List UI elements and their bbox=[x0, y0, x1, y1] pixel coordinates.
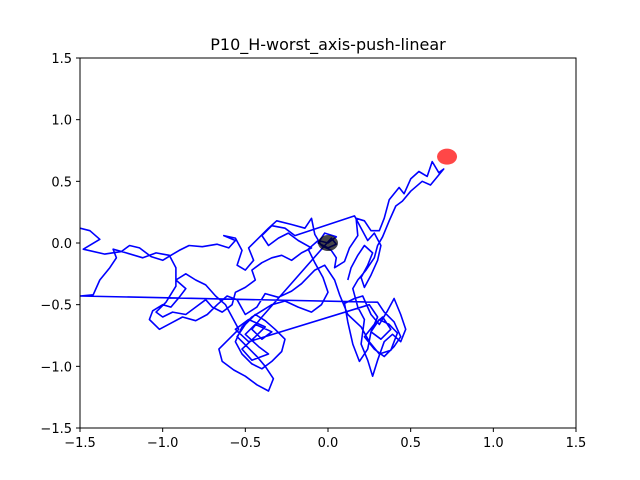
y-tick-label: −1.5 bbox=[40, 422, 72, 437]
trajectory-line-0 bbox=[80, 160, 445, 392]
x-tick-label: −0.5 bbox=[230, 436, 262, 451]
y-tick-label: 0.5 bbox=[51, 175, 72, 190]
plot-area bbox=[80, 148, 458, 392]
goal-marker bbox=[437, 148, 458, 165]
y-tick-label: −1.0 bbox=[40, 360, 72, 375]
x-tick-label: 1.5 bbox=[566, 436, 587, 451]
y-tick-label: −0.5 bbox=[40, 299, 72, 314]
x-tick-label: −1.5 bbox=[64, 436, 96, 451]
x-axis: −1.5 −1.0 −0.5 0.0 0.5 1.0 1.5 bbox=[64, 428, 586, 451]
y-tick-label: 1.0 bbox=[51, 114, 72, 129]
start-marker bbox=[318, 235, 338, 251]
chart-title: P10_H-worst_axis-push-linear bbox=[210, 35, 446, 55]
x-tick-label: 1.0 bbox=[483, 436, 504, 451]
y-axis: −1.5 −1.0 −0.5 0.0 0.5 1.0 1.5 bbox=[40, 52, 80, 437]
y-tick-label: 1.5 bbox=[51, 52, 72, 67]
x-tick-label: 0.5 bbox=[400, 436, 421, 451]
x-tick-label: −1.0 bbox=[147, 436, 179, 451]
x-tick-label: 0.0 bbox=[318, 436, 339, 451]
y-tick-label: 0.0 bbox=[51, 237, 72, 252]
marker-layer bbox=[318, 148, 458, 251]
series-layer bbox=[80, 160, 445, 392]
